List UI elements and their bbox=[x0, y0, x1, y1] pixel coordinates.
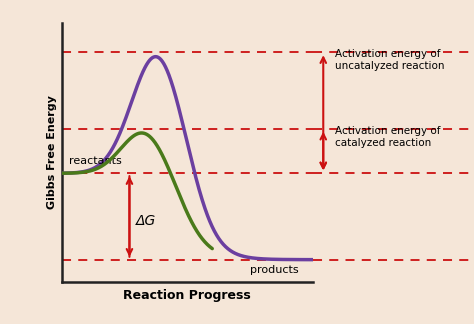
Y-axis label: Gibbs Free Energy: Gibbs Free Energy bbox=[47, 95, 57, 209]
Text: Activation energy of
catalyzed reaction: Activation energy of catalyzed reaction bbox=[335, 126, 441, 148]
Text: Activation energy of
uncatalyzed reaction: Activation energy of uncatalyzed reactio… bbox=[335, 49, 445, 72]
Text: reactants: reactants bbox=[69, 156, 122, 166]
Text: products: products bbox=[250, 265, 299, 275]
Text: ΔG: ΔG bbox=[136, 214, 156, 228]
X-axis label: Reaction Progress: Reaction Progress bbox=[123, 289, 251, 302]
